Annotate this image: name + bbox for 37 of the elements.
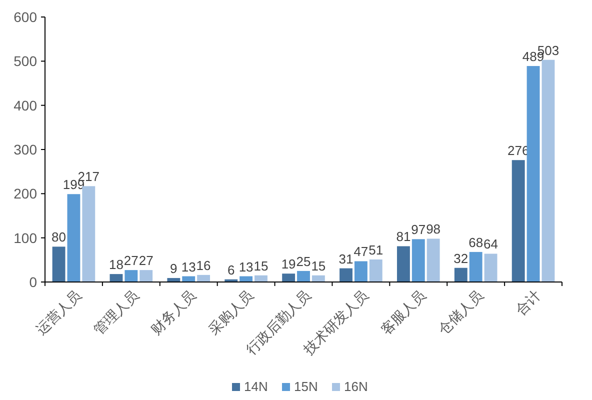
- data-label: 80: [52, 230, 66, 245]
- y-tick-label: 100: [14, 230, 38, 246]
- data-label: 18: [108, 257, 124, 272]
- y-tick-label: 400: [14, 97, 38, 114]
- data-label: 15: [311, 258, 326, 274]
- data-label: 27: [138, 253, 154, 268]
- data-label: 6: [228, 262, 235, 278]
- data-label: 13: [238, 259, 254, 274]
- x-tick-label: 客服人员: [378, 286, 429, 338]
- data-label: 19: [281, 256, 296, 272]
- data-label: 47: [354, 244, 368, 260]
- y-tick-label: 600: [14, 9, 38, 25]
- x-tick-label: 采购人员: [205, 286, 256, 338]
- y-tick-label: 200: [14, 186, 38, 202]
- data-label: 16: [196, 258, 211, 273]
- data-label: 31: [338, 251, 354, 266]
- data-label: 13: [181, 259, 196, 274]
- data-label: 32: [454, 250, 468, 266]
- x-tick-label: 合计: [512, 286, 544, 318]
- legend-label: 14N: [244, 379, 268, 394]
- x-tick-label: 财务人员: [148, 286, 199, 338]
- data-label: 68: [468, 234, 484, 250]
- data-label: 51: [368, 242, 384, 258]
- data-label: 27: [124, 253, 138, 268]
- x-tick-label: 仓储人员: [435, 286, 486, 338]
- legend-label: 15N: [294, 379, 318, 394]
- y-tick-label: 300: [14, 142, 38, 158]
- data-label: 81: [396, 229, 411, 244]
- x-tick-label: 管理人员: [90, 286, 142, 338]
- y-tick-label: 500: [14, 53, 38, 70]
- data-label: 9: [170, 261, 178, 276]
- data-label: 64: [484, 236, 498, 252]
- data-label: 97: [411, 222, 426, 238]
- legend-label: 16N: [344, 379, 368, 394]
- data-label: 25: [296, 254, 311, 269]
- data-label: 98: [426, 222, 441, 237]
- data-label: 15: [254, 258, 268, 274]
